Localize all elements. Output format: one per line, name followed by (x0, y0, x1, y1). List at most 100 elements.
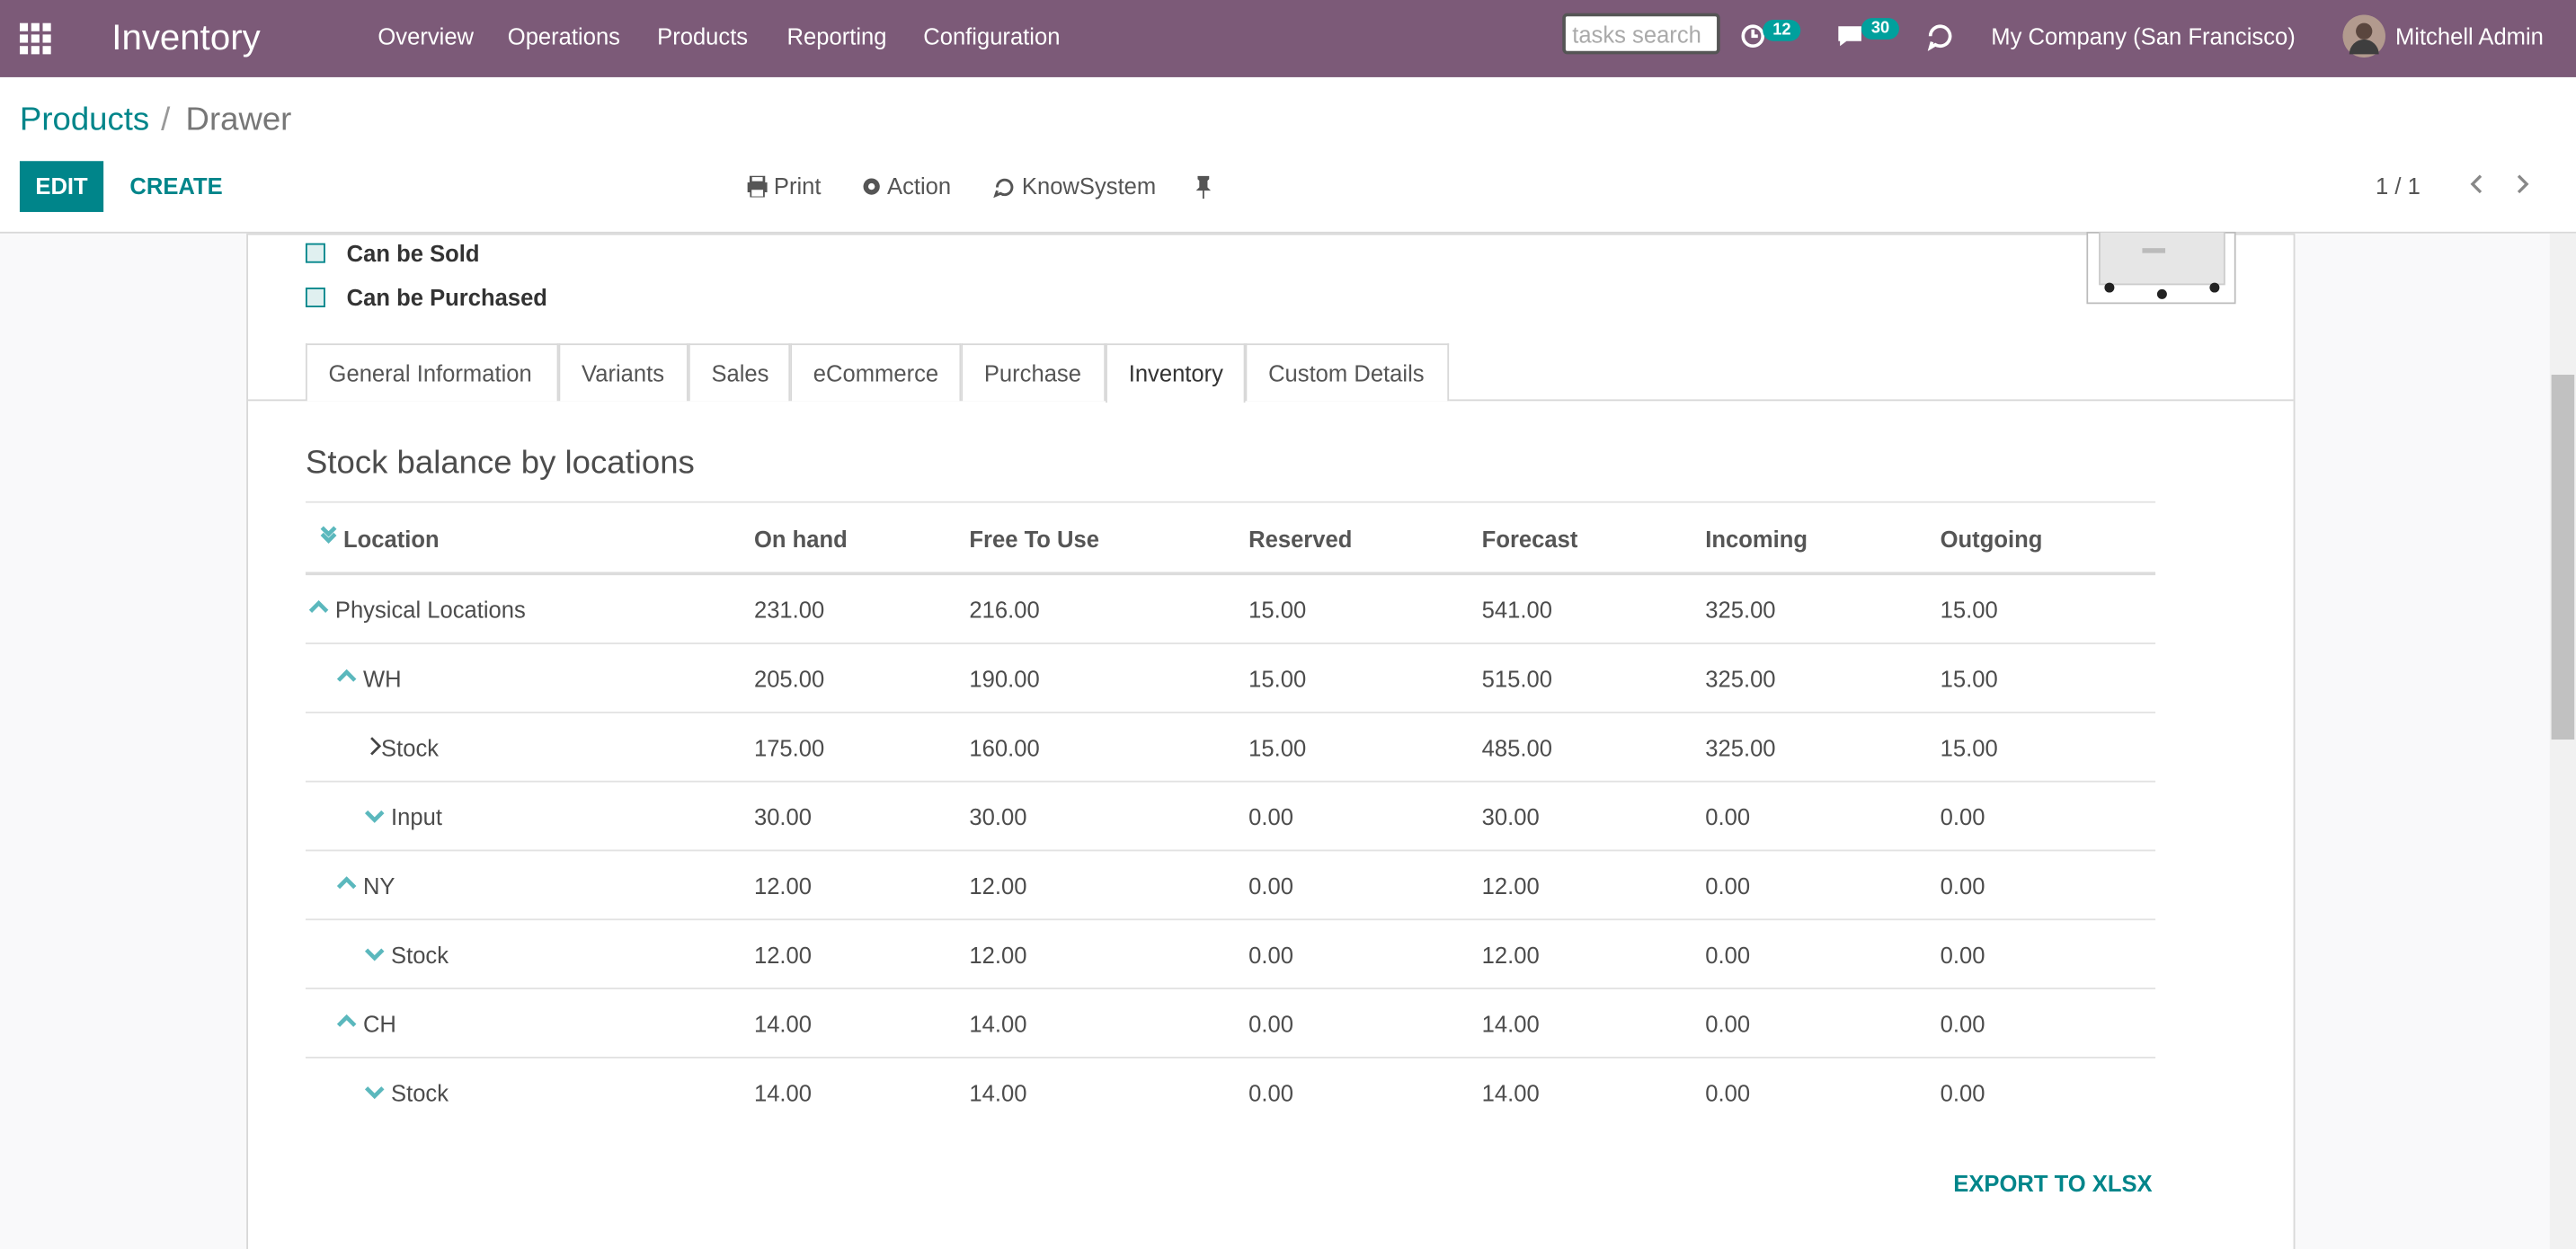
quantity-cell: 14.00 (1481, 1079, 1540, 1106)
gear-icon (863, 178, 880, 195)
quantity-cell: 14.00 (1481, 1010, 1540, 1038)
control-panel: Products / Drawer EDIT CREATE Print Acti… (0, 76, 2576, 234)
quantity-cell: 14.00 (969, 1010, 1027, 1038)
search-box[interactable]: tasks search (1562, 13, 1720, 55)
export-button[interactable]: EXPORT TO XLSX (1953, 1170, 2153, 1197)
quantity-cell: 485.00 (1481, 734, 1552, 761)
scroll-thumb[interactable] (2551, 375, 2575, 740)
toggle-icon[interactable] (364, 805, 385, 825)
toggle-icon[interactable] (308, 598, 329, 618)
breadcrumb-sep: / (161, 102, 171, 138)
toggle-icon[interactable] (319, 524, 339, 544)
toggle-icon[interactable] (336, 668, 357, 687)
toggle-icon[interactable] (364, 1081, 385, 1101)
messages-icon[interactable] (1835, 23, 1865, 49)
quantity-cell: 0.00 (1248, 1079, 1293, 1106)
location-name[interactable]: WH (362, 665, 402, 692)
menu-item[interactable]: Operations (507, 22, 620, 49)
quantity-cell: 15.00 (1940, 734, 1998, 761)
quantity-cell: 325.00 (1705, 734, 1776, 761)
location-name[interactable]: NY (362, 873, 395, 899)
tab[interactable]: General Information (305, 343, 559, 402)
tab[interactable]: eCommerce (790, 343, 962, 402)
quantity-cell: 325.00 (1705, 665, 1776, 692)
location-name[interactable]: Physical Locations (334, 596, 526, 624)
checkbox-label: Can be Sold (346, 240, 480, 267)
tab[interactable]: Variants (558, 343, 688, 402)
pin-icon[interactable] (1195, 175, 1212, 199)
avatar[interactable] (2342, 14, 2385, 58)
quantity-cell: 0.00 (1705, 873, 1751, 899)
quantity-cell: 30.00 (753, 803, 813, 830)
quantity-cell: 12.00 (753, 941, 813, 969)
activity-icon[interactable] (1740, 23, 1766, 49)
quantity-cell: 12.00 (1481, 873, 1540, 899)
quantity-cell: 216.00 (969, 596, 1040, 624)
checkbox[interactable] (305, 288, 325, 308)
print-icon (747, 175, 768, 198)
breadcrumb-parent[interactable]: Products (19, 102, 150, 138)
location-name[interactable]: Stock (391, 1079, 449, 1106)
section-title: Stock balance by locations (305, 445, 695, 482)
knowsystem-icon (993, 178, 1014, 199)
quantity-cell: 15.00 (1940, 665, 1998, 692)
checkbox-label: Can be Purchased (346, 284, 547, 311)
quantity-cell: 14.00 (753, 1079, 813, 1106)
location-name[interactable]: Stock (391, 941, 449, 969)
quantity-cell: 205.00 (753, 665, 825, 692)
row-divider (305, 500, 2156, 503)
quantity-cell: 15.00 (1248, 596, 1307, 624)
row-divider (305, 780, 2156, 783)
toggle-icon[interactable] (336, 1013, 357, 1032)
tab[interactable]: Inventory (1106, 343, 1246, 403)
sync-icon[interactable] (1925, 22, 1955, 51)
location-name[interactable]: Stock (381, 734, 440, 761)
edit-button[interactable]: EDIT (19, 161, 104, 212)
app-name[interactable]: Inventory (111, 16, 261, 58)
toggle-icon[interactable] (365, 736, 385, 756)
menu-item[interactable]: Reporting (786, 22, 887, 49)
column-header[interactable]: Location (343, 526, 440, 553)
tab[interactable]: Purchase (961, 343, 1106, 402)
column-header[interactable]: Outgoing (1940, 526, 2043, 553)
quantity-cell: 0.00 (1248, 1010, 1293, 1038)
tab[interactable]: Custom Details (1245, 343, 1450, 402)
quantity-cell: 30.00 (1481, 803, 1540, 830)
column-header[interactable]: Free To Use (969, 526, 1100, 553)
menu-item[interactable]: Products (657, 22, 749, 49)
checkbox[interactable] (305, 243, 325, 263)
column-header[interactable]: On hand (753, 526, 848, 553)
menu-item[interactable]: Overview (378, 22, 475, 49)
menu-item[interactable]: Configuration (923, 22, 1061, 49)
quantity-cell: 14.00 (969, 1079, 1027, 1106)
print-button[interactable]: Print (773, 173, 822, 199)
create-button[interactable]: CREATE (129, 173, 223, 199)
user-name[interactable]: Mitchell Admin (2394, 22, 2544, 49)
quantity-cell: 0.00 (1705, 1079, 1751, 1106)
quantity-cell: 175.00 (753, 734, 825, 761)
navbar: Inventory tasks search 12 30 My Company … (0, 0, 2576, 77)
company[interactable]: My Company (San Francisco) (1991, 22, 2296, 49)
quantity-cell: 12.00 (753, 873, 813, 899)
quantity-cell: 231.00 (753, 596, 825, 624)
apps-icon[interactable] (19, 22, 53, 57)
knowsystem-button[interactable]: KnowSystem (1021, 173, 1157, 199)
column-header[interactable]: Forecast (1481, 526, 1578, 553)
quantity-cell: 0.00 (1940, 941, 1985, 969)
action-button[interactable]: Action (887, 173, 952, 199)
toggle-icon[interactable] (336, 874, 357, 894)
activity-badge: 12 (1763, 19, 1801, 41)
quantity-cell: 0.00 (1940, 873, 1985, 899)
column-header[interactable]: Incoming (1705, 526, 1808, 553)
scrollbar[interactable] (2549, 233, 2576, 1249)
tab[interactable]: Sales (688, 343, 791, 402)
quantity-cell: 0.00 (1940, 1010, 1985, 1038)
location-name[interactable]: CH (362, 1010, 396, 1038)
column-header[interactable]: Reserved (1248, 526, 1353, 553)
messages-badge: 30 (1861, 18, 1900, 40)
location-name[interactable]: Input (391, 803, 442, 830)
header-divider (305, 571, 2156, 576)
toggle-icon[interactable] (364, 943, 385, 963)
pager-arrows[interactable] (2465, 173, 2536, 196)
